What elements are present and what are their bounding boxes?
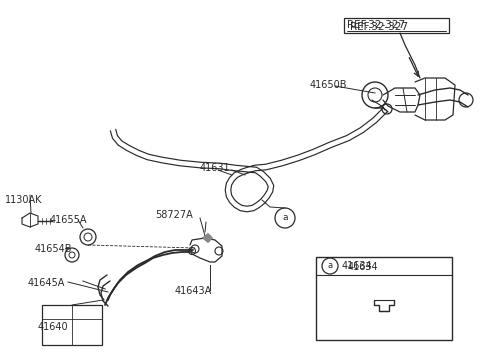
Text: 41650B: 41650B <box>310 80 348 90</box>
Polygon shape <box>203 234 212 242</box>
Bar <box>316 257 452 340</box>
Text: 58727A: 58727A <box>155 210 193 220</box>
Text: a: a <box>327 261 333 271</box>
Text: 41634: 41634 <box>342 261 372 271</box>
Text: 41654B: 41654B <box>35 244 72 254</box>
Bar <box>344 18 449 33</box>
Text: 41645A: 41645A <box>28 278 65 288</box>
Text: a: a <box>282 213 288 223</box>
Text: 41640: 41640 <box>38 322 69 332</box>
Text: 41643A: 41643A <box>175 286 212 296</box>
Text: REF.32-327: REF.32-327 <box>350 22 408 32</box>
Bar <box>42 305 102 345</box>
Text: 41631: 41631 <box>200 163 230 173</box>
Text: 1130AK: 1130AK <box>5 195 43 205</box>
Text: 41634: 41634 <box>348 262 379 272</box>
Text: REF.32-327: REF.32-327 <box>347 20 405 30</box>
Text: 41655A: 41655A <box>50 215 87 225</box>
